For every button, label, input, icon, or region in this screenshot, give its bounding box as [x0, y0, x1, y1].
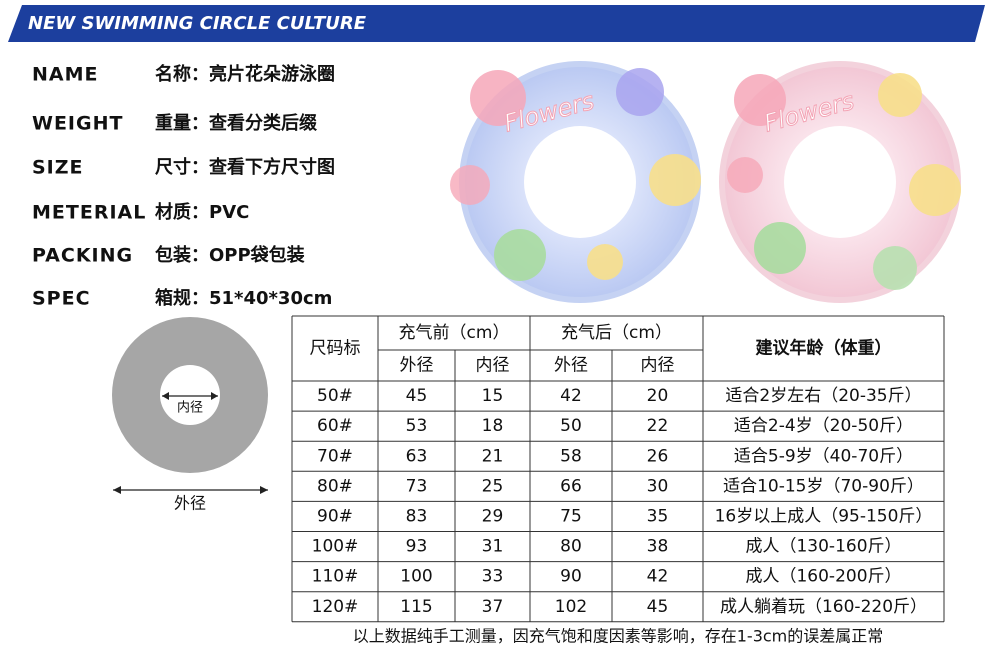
table-cell: 42 [560, 386, 582, 406]
table-cell: 45 [406, 386, 428, 406]
header-cell: 内径 [641, 356, 675, 376]
outer-label: 外径 [174, 494, 206, 513]
table-cell: 115 [400, 597, 432, 617]
table-cell: 26 [647, 446, 669, 466]
table-cell: 90# [317, 506, 353, 526]
table-cell: 63 [406, 446, 428, 466]
table-cell: 31 [482, 537, 504, 557]
table-cell: 37 [482, 597, 504, 617]
header-cell: 尺码标 [310, 339, 361, 359]
inner-label: 内径 [177, 400, 203, 416]
table-cell: 适合2-4岁（20-50斤） [734, 416, 913, 436]
table-cell: 50# [317, 386, 353, 406]
spec-value: 包装：OPP袋包装 [155, 244, 305, 266]
table-cell: 25 [482, 476, 504, 496]
table-cell: 29 [482, 506, 504, 526]
spec-value: 重量：查看分类后缀 [155, 112, 318, 134]
spec-value: 名称：亮片花朵游泳圈 [155, 63, 335, 85]
table-cell: 45 [647, 597, 669, 617]
table-cell: 18 [482, 416, 504, 436]
header-cell: 外径 [400, 356, 434, 376]
table-cell: 适合10-15岁（70-90斤） [723, 476, 924, 496]
table-cell: 60# [317, 416, 353, 436]
table-cell: 15 [482, 386, 504, 406]
header-cell: 充气前（cm） [399, 323, 510, 343]
table-cell: 80# [317, 476, 353, 496]
table-cell: 30 [647, 476, 669, 496]
spec-value: 箱规：51*40*30cm [155, 287, 332, 309]
table-cell: 80 [560, 537, 582, 557]
table-cell: 93 [406, 537, 428, 557]
spec-label: WEIGHT [32, 113, 123, 135]
table-cell: 110# [312, 567, 359, 587]
header-title: NEW SWIMMING CIRCLE CULTURE [28, 13, 367, 34]
product-image: Flowers [450, 61, 701, 303]
header-cell: 充气后（cm） [561, 323, 672, 343]
footnote: 以上数据纯手工测量，因充气饱和度因素等影响，存在1-3cm的误差属正常 [353, 627, 884, 646]
product-image: Flowers [719, 61, 961, 303]
spec-value: 尺寸：查看下方尺寸图 [155, 156, 335, 178]
table-cell: 100 [400, 567, 432, 587]
spec-label: SPEC [32, 288, 91, 310]
table-cell: 16岁以上成人（95-150斤） [715, 506, 933, 526]
header-cell: 建议年龄（体重） [756, 338, 892, 359]
table-cell: 20 [647, 386, 669, 406]
table-cell: 66 [560, 476, 582, 496]
size-diagram: 内径 外径 [112, 317, 268, 513]
spec-list: NAME 名称：亮片花朵游泳圈 WEIGHT 重量：查看分类后缀 SIZE 尺寸：查看下方… [32, 63, 335, 310]
table-cell: 33 [482, 567, 504, 587]
spec-label: SIZE [32, 157, 84, 179]
table-cell: 73 [406, 476, 428, 496]
table-cell: 38 [647, 537, 669, 557]
table-cell: 102 [555, 597, 587, 617]
table-cell: 35 [647, 506, 669, 526]
table-cell: 83 [406, 506, 428, 526]
spec-value: 材质：PVC [155, 201, 249, 223]
spec-label: METERIAL [32, 202, 146, 224]
header-cell: 内径 [476, 356, 510, 376]
size-table: 尺码标 充气前（cm） 充气后（cm） 建议年龄（体重） 外径 内径 外径 内径 50# 45 15… [291, 315, 945, 623]
header-bar [8, 5, 985, 42]
table-cell: 50 [560, 416, 582, 436]
table-cell: 100# [312, 537, 359, 557]
table-cell: 42 [647, 567, 669, 587]
table-cell: 70# [317, 446, 353, 466]
table-cell: 120# [312, 597, 359, 617]
table-cell: 53 [406, 416, 428, 436]
spec-label: NAME [32, 64, 99, 86]
spec-label: PACKING [32, 245, 133, 267]
header-cell: 外径 [554, 356, 588, 376]
table-cell: 58 [560, 446, 582, 466]
table-cell: 21 [482, 446, 504, 466]
table-cell: 成人躺着玩（160-220斤） [720, 597, 927, 617]
table-cell: 适合5-9岁（40-70斤） [734, 446, 913, 466]
table-cell: 适合2岁左右（20-35斤） [725, 386, 921, 406]
table-cell: 90 [560, 567, 582, 587]
table-cell: 22 [647, 416, 669, 436]
table-cell: 75 [560, 506, 582, 526]
table-cell: 成人（160-200斤） [745, 567, 901, 587]
table-cell: 成人（130-160斤） [745, 537, 901, 557]
